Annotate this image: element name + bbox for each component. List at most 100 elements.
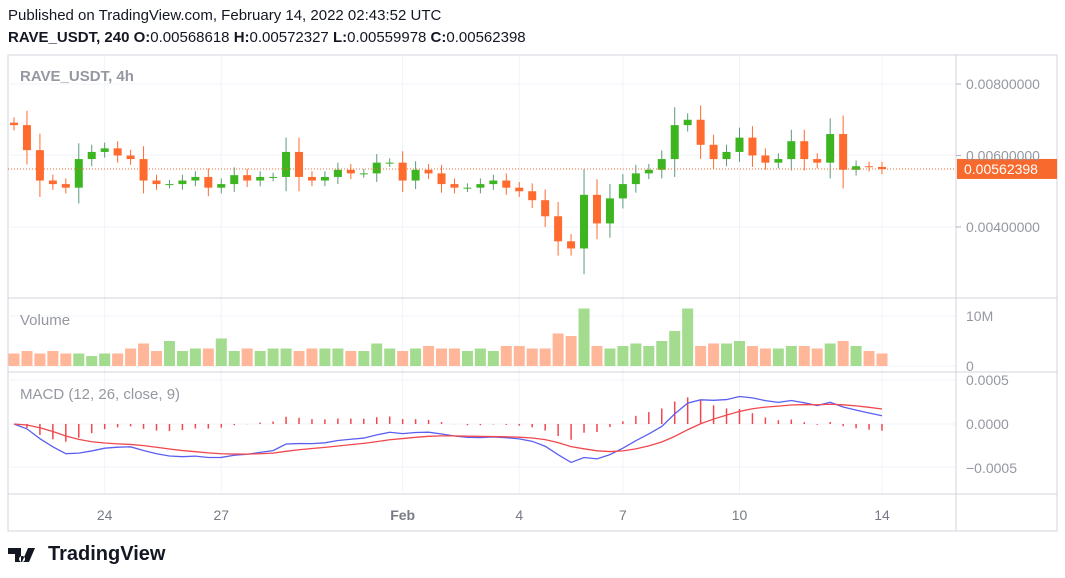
time-axis-label: 27	[213, 507, 229, 523]
candle-down	[878, 166, 886, 170]
volume-bar	[863, 351, 875, 366]
volume-bar	[345, 351, 357, 366]
volume-bar	[306, 348, 318, 366]
chart-frame	[7, 54, 1058, 532]
volume-bar	[682, 308, 694, 366]
volume-bar	[332, 348, 344, 366]
volume-bar	[695, 346, 707, 366]
tradingview-logo[interactable]: TradingView	[8, 543, 165, 566]
volume-bar	[552, 333, 564, 366]
candle-down	[554, 216, 563, 242]
open-label: O:	[133, 29, 151, 46]
close-label: C:	[430, 29, 447, 46]
volume-bar	[99, 353, 111, 366]
macd-tick-label: −0.0005	[966, 460, 1017, 476]
close-value: 0.00562398	[446, 29, 526, 46]
candle-up	[230, 175, 239, 185]
last-price-label: 0.00562398	[964, 161, 1038, 177]
time-axis-label: 24	[97, 507, 113, 523]
volume-bar	[850, 346, 862, 366]
volume-tick-label: 10M	[966, 308, 993, 324]
volume-bar	[176, 351, 188, 366]
candle-up	[100, 148, 109, 152]
candle-up	[256, 176, 265, 181]
candle-up	[605, 198, 614, 224]
volume-bar	[656, 341, 668, 366]
candle-up	[217, 184, 226, 188]
candle-down	[152, 180, 161, 185]
candle-down	[243, 175, 252, 181]
signal-line	[13, 403, 883, 455]
candle-up	[826, 134, 835, 163]
candle-up	[618, 184, 627, 199]
macd-tick-label: 0.0005	[966, 372, 1009, 388]
candle-down	[450, 184, 459, 188]
candle-down	[865, 166, 874, 168]
candle-up	[191, 176, 200, 181]
candle-up	[463, 187, 472, 189]
candle-down	[61, 184, 70, 188]
candle-down	[398, 162, 407, 181]
volume-bar	[202, 348, 214, 366]
volume-bar	[47, 351, 59, 366]
candle-up	[165, 184, 174, 186]
volume-bar	[746, 346, 758, 366]
published-line: Published on TradingView.com, February 1…	[8, 7, 442, 24]
time-axis-label: Feb	[390, 507, 415, 523]
candle-down	[113, 148, 122, 156]
candle-up	[631, 173, 640, 185]
volume-bar	[73, 353, 85, 366]
tradingview-logo-icon	[8, 547, 35, 562]
volume-label: Volume	[20, 312, 70, 329]
candle-down	[424, 169, 433, 174]
candle-up	[333, 169, 342, 177]
low-value: 0.00559978	[347, 29, 427, 46]
candle-down	[515, 187, 524, 192]
volume-bar	[189, 348, 201, 366]
volume-bar	[215, 338, 227, 366]
candle-down	[528, 191, 537, 201]
last-price-badge	[957, 158, 1057, 179]
volume-bar	[423, 346, 435, 366]
volume-bar	[410, 348, 422, 366]
volume-bar	[643, 346, 655, 366]
open-value: 0.00568618	[150, 29, 230, 46]
volume-bar	[8, 353, 20, 366]
volume-bar	[384, 348, 396, 366]
volume-bar	[617, 346, 629, 366]
candle-down	[541, 200, 550, 217]
volume-bar	[138, 343, 150, 366]
candle-down	[295, 151, 304, 177]
volume-bar	[798, 346, 810, 366]
volume-bar	[60, 353, 72, 366]
candle-up	[87, 151, 96, 160]
volume-bar	[591, 346, 603, 366]
candle-down	[502, 180, 511, 188]
macd-tick-label: 0.0000	[966, 416, 1009, 432]
candle-down	[48, 180, 57, 185]
candle-up	[489, 180, 498, 185]
volume-bar	[86, 356, 98, 366]
volume-bar	[461, 351, 473, 366]
low-label: L:	[332, 29, 348, 46]
candle-down	[567, 241, 576, 249]
macd-line	[13, 395, 883, 464]
candle-down	[139, 159, 148, 181]
volume-bar	[876, 353, 888, 366]
volume-bar	[759, 348, 771, 366]
volume-bar	[721, 343, 733, 366]
volume-bar	[319, 348, 331, 366]
volume-bar	[151, 351, 163, 366]
volume-bar	[487, 351, 499, 366]
candle-up	[359, 173, 368, 175]
volume-bar	[811, 348, 823, 366]
volume-bar	[254, 351, 266, 366]
volume-bar	[474, 348, 486, 366]
candle-up	[852, 166, 861, 170]
candle-down	[437, 173, 446, 185]
volume-bar	[397, 351, 409, 366]
candle-up	[372, 162, 381, 174]
price-tick-label: 0.00600000	[966, 148, 1040, 164]
volume-bar	[267, 348, 279, 366]
